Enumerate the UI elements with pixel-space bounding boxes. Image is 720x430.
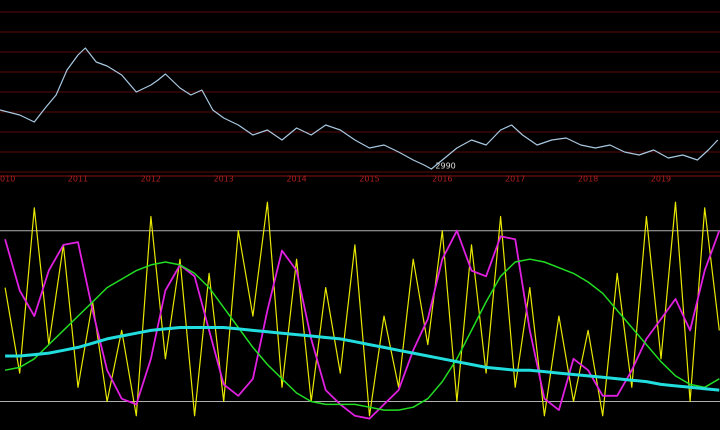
x-tick-label: 2012 <box>141 175 161 184</box>
series-line <box>5 326 720 392</box>
x-tick-label: 2018 <box>578 175 598 184</box>
x-tick-label: 2015 <box>359 175 379 184</box>
series-line <box>0 47 719 170</box>
x-tick-label: 2011 <box>68 175 88 184</box>
x-tick-label: 2013 <box>214 175 234 184</box>
series-line <box>4 258 720 411</box>
x-tick-label: 2010 <box>0 175 15 184</box>
x-tick-label: 2017 <box>505 175 525 184</box>
x-tick-label: 2014 <box>286 175 306 184</box>
series-line <box>4 229 720 420</box>
x-tick-label: 2016 <box>432 175 452 184</box>
x-tick-label: 2019 <box>651 175 671 184</box>
series-line <box>4 201 720 417</box>
annotation: 2990 <box>435 162 455 171</box>
